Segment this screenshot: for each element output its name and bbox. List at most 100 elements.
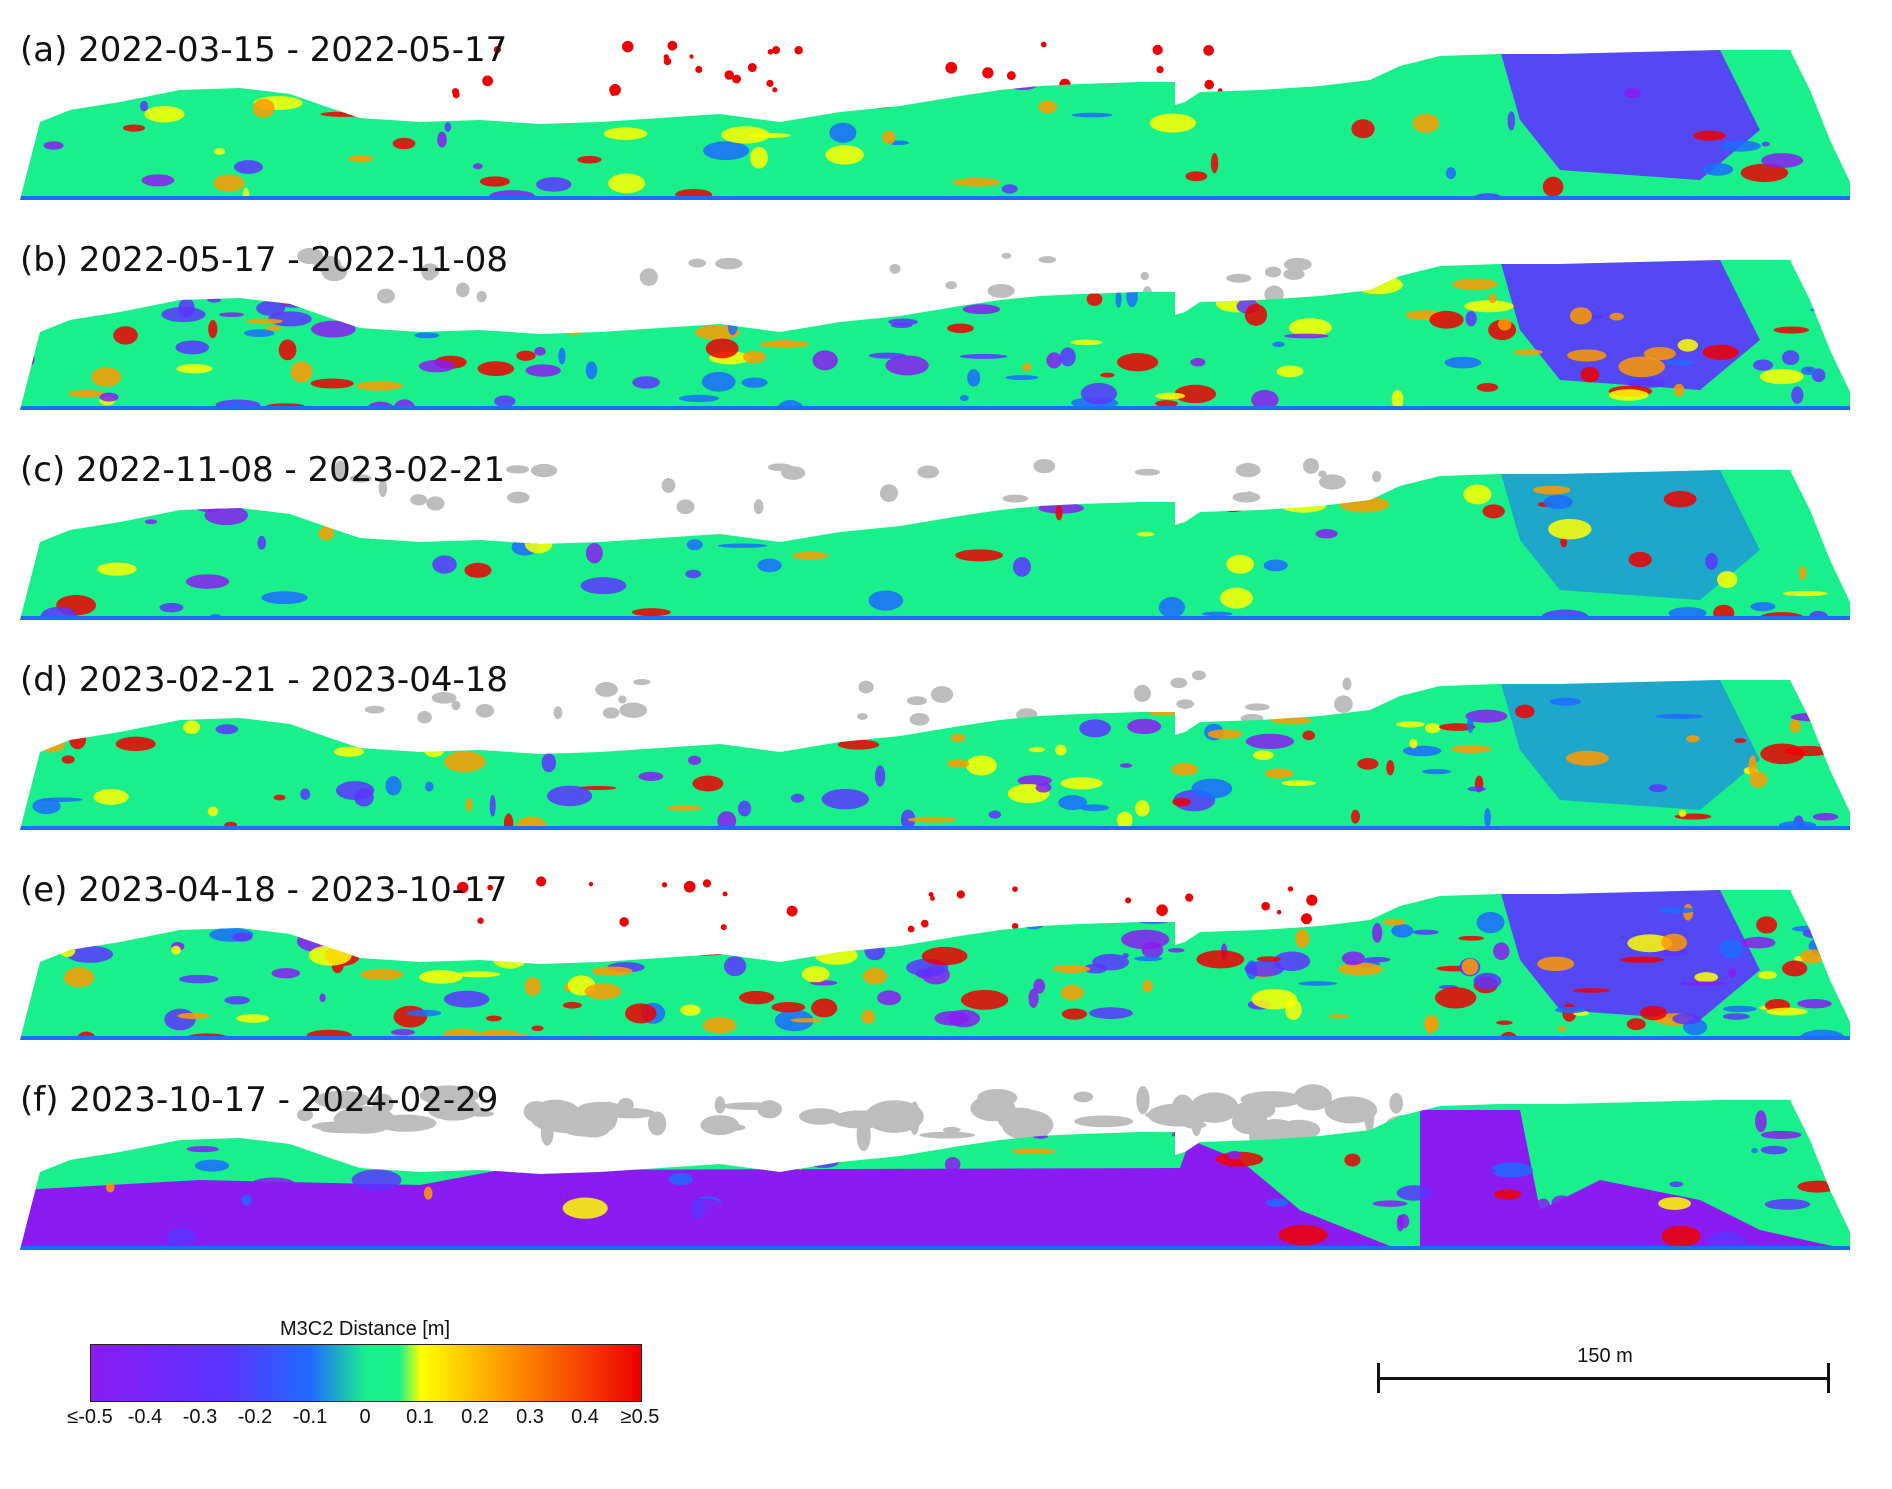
no-data-fragment [757, 1100, 782, 1119]
no-data-fragment [1226, 273, 1252, 283]
erosion-fragment [722, 891, 728, 897]
no-data-fragment [1389, 1092, 1403, 1114]
no-data-fragment [1318, 470, 1327, 478]
cliff-point-cloud [20, 458, 1850, 620]
panel-label: (a) 2022-03-15 - 2022-05-17 [20, 30, 508, 70]
change-panel-c: (c) 2022-11-08 - 2023-02-21 [0, 430, 1892, 640]
no-data-fragment [426, 496, 445, 511]
erosion-fragment [956, 890, 965, 899]
no-data-fragment [700, 1115, 740, 1136]
no-data-fragment [987, 284, 1015, 298]
erosion-fragment [766, 79, 774, 87]
no-data-fragment [1183, 1121, 1207, 1129]
no-data-fragment [942, 1126, 961, 1133]
no-data-fragment [633, 679, 651, 686]
legend-tick: ≥0.5 [620, 1406, 660, 1428]
no-data-fragment [1264, 266, 1282, 278]
no-data-fragment [476, 290, 487, 303]
erosion-fragment [663, 54, 669, 60]
no-data-fragment [1283, 268, 1305, 280]
erosion-fragment [1012, 886, 1018, 892]
change-panel-a: (a) 2022-03-15 - 2022-05-17 [0, 10, 1892, 220]
erosion-fragment [786, 905, 798, 917]
no-data-fragment [1136, 1085, 1150, 1115]
no-data-fragment [540, 1119, 554, 1146]
no-data-fragment [1372, 470, 1382, 483]
no-data-fragment [619, 702, 648, 718]
legend-tick: 0.1 [406, 1406, 434, 1428]
erosion-fragment [724, 70, 734, 80]
erosion-fragment [732, 74, 741, 84]
erosion-fragment [689, 54, 694, 59]
erosion-fragment [667, 40, 678, 51]
change-panel-e: (e) 2023-04-18 - 2023-10-17 [0, 850, 1892, 1060]
no-data-fragment [1245, 491, 1255, 500]
no-data-fragment [349, 474, 372, 483]
no-data-fragment [595, 682, 618, 697]
erosion-fragment [487, 884, 494, 891]
no-data-fragment [1283, 257, 1312, 271]
erosion-fragment [1261, 901, 1270, 911]
no-data-fragment [688, 258, 707, 268]
no-data-fragment [1073, 1091, 1094, 1103]
no-data-fragment [977, 1088, 1018, 1107]
legend-tick: -0.3 [182, 1406, 218, 1428]
no-data-fragment [1342, 677, 1352, 691]
panel-label: (c) 2022-11-08 - 2023-02-21 [20, 450, 506, 490]
no-data-fragment [889, 263, 901, 274]
no-data-fragment [420, 263, 440, 279]
no-data-fragment [1191, 670, 1206, 681]
legend-tick: 0.3 [516, 1406, 544, 1428]
no-data-fragment [618, 695, 627, 704]
no-data-fragment [1234, 1100, 1276, 1120]
no-data-fragment [417, 711, 432, 724]
no-data-fragment [1038, 256, 1057, 264]
erosion-fragment [1276, 909, 1282, 915]
no-data-fragment [334, 460, 347, 479]
change-panel-b: (b) 2022-05-17 - 2022-11-08 [0, 220, 1892, 430]
no-data-fragment [602, 707, 620, 719]
erosion-fragment [767, 49, 774, 55]
no-data-fragment [1172, 1094, 1194, 1120]
no-data-fragment [945, 281, 957, 290]
erosion-fragment [1156, 904, 1168, 916]
cliff-point-cloud [20, 876, 1850, 1040]
change-panel-f: (f) 2023-10-17 - 2024-02-29 [0, 1060, 1892, 1270]
no-data-fragment [1074, 1115, 1134, 1128]
scale-label: 150 m [1577, 1345, 1633, 1367]
erosion-fragment [772, 87, 778, 93]
legend-tick: -0.4 [127, 1406, 163, 1428]
no-data-fragment [919, 1131, 976, 1139]
legend-tick: ≤-0.5 [67, 1406, 113, 1428]
panel-label: (e) 2023-04-18 - 2023-10-17 [20, 870, 508, 910]
no-data-fragment [1277, 1119, 1321, 1141]
no-data-fragment [471, 1110, 494, 1117]
no-data-fragment [410, 494, 428, 506]
erosion-fragment [683, 880, 696, 893]
no-data-fragment [523, 1100, 549, 1123]
erosion-fragment [536, 876, 547, 887]
no-data-fragment [377, 288, 395, 304]
no-data-fragment [857, 713, 868, 720]
no-data-fragment [314, 1090, 370, 1109]
no-data-fragment [578, 1101, 625, 1115]
no-data-fragment [1002, 494, 1029, 503]
erosion-fragment [588, 881, 594, 887]
no-data-fragment [909, 712, 930, 726]
no-data-fragment [1264, 285, 1284, 304]
no-data-fragment [753, 499, 764, 515]
erosion-fragment [1185, 893, 1194, 902]
cliff-point-cloud [20, 247, 1850, 410]
no-data-fragment [1170, 677, 1188, 689]
no-data-fragment [1133, 684, 1151, 702]
erosion-fragment [1040, 41, 1047, 48]
erosion-fragment [1011, 922, 1019, 930]
cliff-point-cloud [20, 1084, 1850, 1250]
erosion-fragment [772, 46, 781, 55]
no-data-fragment [909, 1101, 920, 1135]
no-data-fragment [311, 1121, 368, 1131]
no-data-fragment [1302, 458, 1320, 474]
no-data-fragment [1319, 474, 1346, 490]
no-data-fragment [1235, 463, 1261, 478]
erosion-fragment [457, 881, 469, 894]
